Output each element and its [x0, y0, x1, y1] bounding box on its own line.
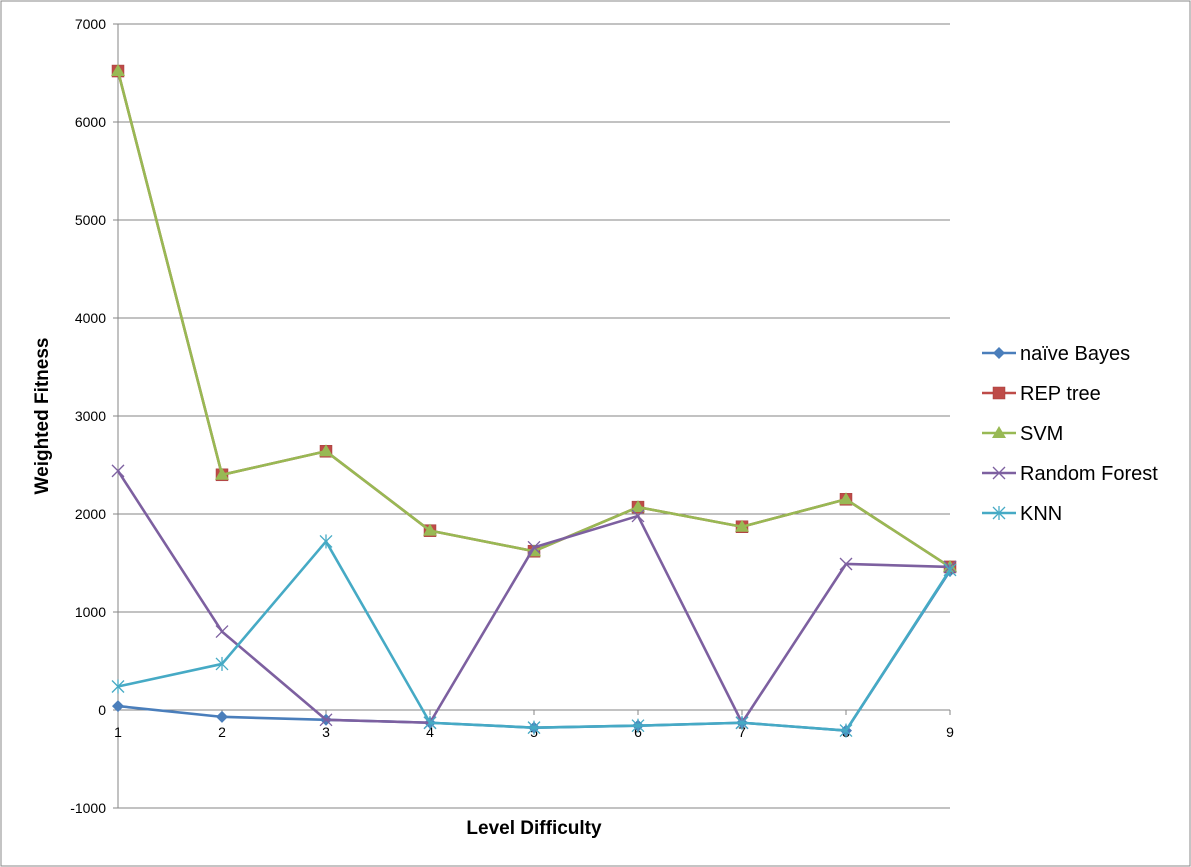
data-point	[631, 718, 645, 733]
series-group	[111, 64, 957, 738]
data-point	[215, 625, 229, 639]
data-point	[839, 557, 853, 571]
data-point	[319, 713, 333, 727]
y-tick-label: 3000	[75, 408, 106, 424]
legend-marker	[992, 466, 1006, 480]
legend-label: KNN	[1020, 503, 1062, 525]
legend-label: SVM	[1020, 423, 1063, 445]
data-point	[839, 492, 853, 505]
data-point	[215, 656, 229, 671]
y-tick-label: 2000	[75, 506, 106, 522]
data-point	[112, 700, 124, 713]
data-point	[735, 715, 749, 730]
y-tick-label: 1000	[75, 604, 106, 620]
y-tick-label: 7000	[75, 16, 106, 32]
data-point	[319, 444, 333, 457]
data-point	[735, 519, 749, 532]
legend-item: KNN	[982, 503, 1062, 525]
data-point	[839, 723, 853, 738]
legend-marker	[993, 347, 1005, 359]
x-axis-title: Level Difficulty	[466, 818, 602, 839]
legend-marker	[992, 506, 1006, 520]
y-axis-title: Weighted Fitness	[32, 338, 53, 495]
y-tick-label: 0	[98, 702, 106, 718]
x-tick-label: 2	[218, 724, 226, 740]
y-tick-label: -1000	[70, 800, 106, 816]
legend-label: naïve Bayes	[1020, 343, 1130, 365]
data-point	[943, 562, 957, 577]
data-point	[631, 509, 645, 523]
series-4	[111, 534, 957, 738]
data-point	[319, 534, 333, 549]
y-tick-label: 4000	[75, 310, 106, 326]
data-point	[423, 715, 437, 730]
data-point	[423, 523, 437, 536]
legend-label: REP tree	[1020, 383, 1101, 405]
x-tick-label: 7	[738, 724, 746, 740]
legend-item: SVM	[982, 423, 1063, 445]
data-point	[111, 64, 125, 77]
data-point	[631, 500, 645, 513]
y-tick-label: 6000	[75, 114, 106, 130]
legend-marker	[992, 386, 1006, 400]
x-tick-label: 4	[426, 724, 434, 740]
x-tick-label: 1	[114, 724, 122, 740]
legend: naïve Bayes REP tree SVM Random Forest KNN	[982, 343, 1158, 525]
y-tick-labels: -1000 0 1000 2000 3000 4000 5000 6000 7000	[70, 16, 106, 816]
data-point	[527, 540, 541, 554]
legend-marker	[992, 426, 1006, 438]
legend-item: REP tree	[982, 383, 1101, 405]
data-point	[111, 679, 125, 694]
legend-item: Random Forest	[982, 463, 1158, 485]
legend-label: Random Forest	[1020, 463, 1158, 485]
y-tick-label: 5000	[75, 212, 106, 228]
data-point	[111, 464, 125, 478]
data-point	[216, 710, 228, 723]
legend-item: naïve Bayes	[982, 343, 1130, 365]
x-tick-label: 3	[322, 724, 330, 740]
x-tick-label: 9	[946, 724, 954, 740]
data-point	[215, 467, 229, 480]
data-point	[527, 720, 541, 735]
